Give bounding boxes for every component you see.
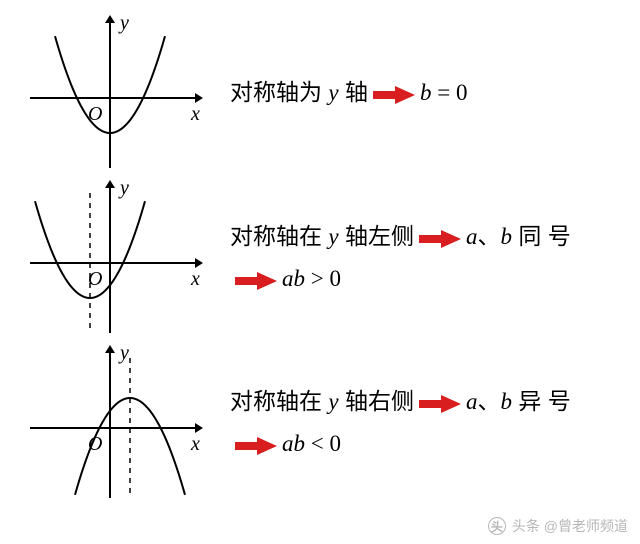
watermark-text: 头条 @曾老师频道 xyxy=(512,516,628,536)
implies-arrow-icon xyxy=(419,394,461,414)
case-row-1: y x O 对称轴为 y 轴 b = 0 xyxy=(25,10,620,175)
explanation-3: 对称轴在 y 轴右侧 a、b 异 号 ab < 0 xyxy=(205,381,620,464)
text-fragment: 轴 xyxy=(339,79,368,105)
math-variable: b xyxy=(501,389,513,414)
text-fragment: 轴左侧 xyxy=(339,223,414,249)
math-variable: y xyxy=(328,389,338,414)
case-row-3: y x O 对称轴在 y 轴右侧 a、b 异 号 ab < 0 xyxy=(25,340,620,505)
math-expr: < 0 xyxy=(311,431,341,456)
graph-3: y x O xyxy=(25,343,205,503)
svg-text:O: O xyxy=(88,103,102,125)
math-variable: y xyxy=(328,80,338,105)
watermark: 头 头条 @曾老师频道 xyxy=(488,516,628,536)
text-fragment: 轴右侧 xyxy=(339,388,414,414)
implies-arrow-icon xyxy=(373,85,415,105)
text-fragment: 、 xyxy=(478,223,501,249)
text-fragment: 对称轴为 xyxy=(230,79,328,105)
text-fragment: 对称轴在 xyxy=(230,388,328,414)
math-variable: a xyxy=(466,224,478,249)
math-variable: ab xyxy=(282,266,311,291)
svg-text:O: O xyxy=(88,433,102,455)
svg-text:y: y xyxy=(118,13,129,34)
implies-arrow-icon xyxy=(419,229,461,249)
explanation-2: 对称轴在 y 轴左侧 a、b 同 号 ab > 0 xyxy=(205,216,620,299)
math-variable: b xyxy=(501,224,513,249)
svg-text:x: x xyxy=(190,103,200,125)
svg-text:y: y xyxy=(118,178,129,199)
math-variable: y xyxy=(328,224,338,249)
math-variable: ab xyxy=(282,431,311,456)
text-fragment: 、 xyxy=(478,388,501,414)
implies-arrow-icon xyxy=(235,436,277,456)
math-expr: > 0 xyxy=(311,266,341,291)
graph-1: y x O xyxy=(25,13,205,173)
math-variable: a xyxy=(466,389,478,414)
text-fragment: 同 号 xyxy=(512,223,571,249)
graph-2: y x O xyxy=(25,178,205,338)
explanation-1: 对称轴为 y 轴 b = 0 xyxy=(205,72,620,113)
svg-text:O: O xyxy=(88,268,102,290)
text-fragment: 对称轴在 xyxy=(230,223,328,249)
text-fragment: 异 号 xyxy=(512,388,571,414)
watermark-icon: 头 xyxy=(488,517,506,535)
diagram-container: yxO 对称轴为 y 轴 b = 0 yxO 对称轴在 y 轴左侧 a、b 同 … xyxy=(0,0,640,505)
svg-text:y: y xyxy=(118,343,129,364)
svg-text:x: x xyxy=(190,268,200,290)
math-variable: b xyxy=(420,80,437,105)
svg-text:x: x xyxy=(190,433,200,455)
case-row-2: y x O 对称轴在 y 轴左侧 a、b 同 号 ab > 0 xyxy=(25,175,620,340)
implies-arrow-icon xyxy=(235,271,277,291)
math-expr: = 0 xyxy=(437,80,467,105)
